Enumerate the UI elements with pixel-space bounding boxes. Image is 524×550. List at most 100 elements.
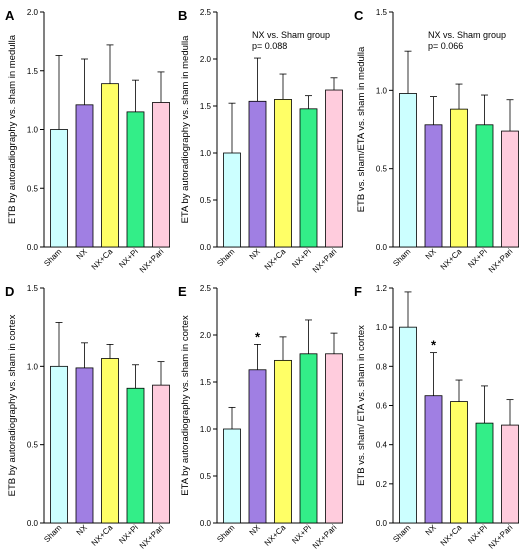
y-tick-label: 0.6	[376, 402, 388, 411]
bar-nx-ca	[274, 99, 292, 248]
chart-panel-f: F 0.0 0.2 0.4 0.6 0.8 1.0 1.2 ETB vs. sham/ ETA …	[354, 284, 519, 550]
category-label: NX	[424, 247, 439, 262]
panel-letter: D	[5, 284, 14, 299]
y-axis-label: ETB vs. sham/ETA vs. sham in medulla	[356, 46, 367, 212]
y-tick-label: 1.5	[376, 8, 388, 17]
bar-nx	[424, 395, 443, 524]
y-tick-label: 1.5	[200, 102, 212, 111]
bar-nx-ca	[274, 359, 292, 524]
bar-sham	[50, 365, 68, 524]
panel-letter: B	[178, 8, 187, 23]
y-tick-label: 1.0	[200, 149, 212, 158]
y-tick-label: 2.5	[200, 8, 212, 17]
panel-letter: F	[354, 284, 362, 299]
annotation-text: NX vs. Sham group	[428, 30, 506, 40]
y-tick-label: 0.5	[376, 165, 388, 174]
y-tick-label: 1.5	[200, 378, 212, 387]
category-label: NX+Pari	[311, 247, 339, 275]
bar-nx-ca	[450, 108, 468, 248]
chart-panel-c: C 0.0 0.5 1.0 1.5 ETB vs. sham/ETA vs. sham i…	[354, 8, 519, 275]
bar-nx-ca	[101, 83, 119, 248]
significance-marker: *	[431, 338, 437, 353]
category-label: NX+Ca	[439, 247, 464, 272]
category-label: NX+Ca	[263, 247, 288, 272]
chart-panel-d: D 0.0 0.5 1.0 1.5 ETB by autoradiography vs. …	[5, 284, 170, 550]
y-tick-label: 1.0	[27, 362, 39, 371]
category-label: NX+Pari	[138, 523, 166, 550]
category-label: NX+Pari	[487, 247, 515, 275]
category-label: NX+Pari	[487, 523, 515, 550]
chart-panel-e: E 0.0 0.5 1.0 1.5 2.0 2.5 ETA by autoradiograph…	[178, 284, 343, 550]
category-label: NX+Pari	[311, 523, 339, 550]
panel-letter: A	[5, 8, 15, 23]
category-label: NX+Ca	[90, 523, 115, 548]
bar-nx-pi	[126, 387, 145, 524]
category-label: NX	[248, 247, 263, 262]
bar-nx-pari	[152, 102, 170, 248]
bar-nx-pari	[152, 384, 170, 524]
category-label: NX+Ca	[90, 247, 115, 272]
category-label: NX	[424, 523, 439, 538]
bar-nx	[424, 124, 443, 248]
bar-sham	[399, 326, 417, 524]
bar-nx-pi	[299, 353, 318, 524]
panel-letter: C	[354, 8, 364, 23]
bar-nx	[75, 104, 94, 248]
y-tick-label: 2.0	[200, 331, 212, 340]
y-tick-label: 0.0	[27, 243, 39, 252]
bar-nx-pari	[325, 353, 343, 524]
bar-nx	[75, 367, 94, 524]
category-label: NX+Pi	[117, 247, 140, 270]
y-tick-label: 1.5	[27, 284, 39, 293]
y-tick-label: 0.0	[200, 519, 212, 528]
y-tick-label: 2.0	[27, 8, 39, 17]
y-tick-label: 0.0	[376, 519, 388, 528]
category-label: Sham	[215, 247, 236, 268]
y-tick-label: 0.0	[200, 243, 212, 252]
y-axis-label: ETB vs. sham/ ETA vs. sham in cortex	[356, 325, 367, 486]
y-tick-label: 1.5	[27, 67, 39, 76]
y-tick-label: 2.0	[200, 55, 212, 64]
category-label: NX+Pi	[290, 247, 313, 270]
y-tick-label: 0.5	[200, 196, 212, 205]
category-label: NX	[75, 523, 90, 538]
bar-nx-pi	[475, 422, 494, 524]
category-label: NX+Pi	[290, 523, 313, 546]
bar-nx-pari	[501, 130, 519, 248]
category-label: NX+Pi	[117, 523, 140, 546]
category-label: Sham	[215, 523, 236, 544]
y-tick-label: 0.0	[27, 519, 39, 528]
y-tick-label: 1.0	[27, 126, 39, 135]
bar-nx	[248, 369, 267, 524]
y-tick-label: 1.0	[200, 425, 212, 434]
panel-letter: E	[178, 284, 187, 299]
bar-nx-ca	[450, 401, 468, 524]
y-axis-label: ETB by autoradiography vs. sham in corte…	[7, 314, 18, 496]
bar-nx-pari	[501, 424, 519, 524]
category-label: NX+Ca	[263, 523, 288, 548]
y-axis-label: ETB by autoradiography vs. sham in medul…	[7, 34, 18, 224]
category-label: Sham	[391, 523, 412, 544]
bar-sham	[399, 93, 417, 248]
category-label: NX+Ca	[439, 523, 464, 548]
bar-nx-pi	[299, 108, 318, 248]
bar-sham	[223, 428, 241, 524]
bar-nx-pari	[325, 89, 343, 248]
y-tick-label: 0.5	[27, 441, 39, 450]
y-tick-label: 0.2	[376, 480, 388, 489]
category-label: NX	[248, 523, 263, 538]
annotation-text: p= 0.088	[252, 41, 287, 51]
category-label: NX+Pi	[466, 247, 489, 270]
y-tick-label: 0.5	[27, 184, 39, 193]
chart-panel-b: B 0.0 0.5 1.0 1.5 2.0 2.5 ETA by autoradiograph…	[178, 8, 343, 275]
category-label: Sham	[42, 247, 63, 268]
bar-nx-pi	[475, 124, 494, 248]
y-tick-label: 1.2	[376, 284, 388, 293]
y-tick-label: 0.4	[376, 441, 388, 450]
y-axis-label: ETA by autoradiography vs. sham in medul…	[180, 35, 191, 224]
bar-nx-ca	[101, 358, 119, 524]
y-tick-label: 2.5	[200, 284, 212, 293]
y-axis-label: ETA by autoradiography vs. sham in corte…	[180, 315, 191, 496]
chart-panel-a: A 0.0 0.5 1.0 1.5 2.0 ETB by autoradiography v…	[5, 8, 170, 275]
